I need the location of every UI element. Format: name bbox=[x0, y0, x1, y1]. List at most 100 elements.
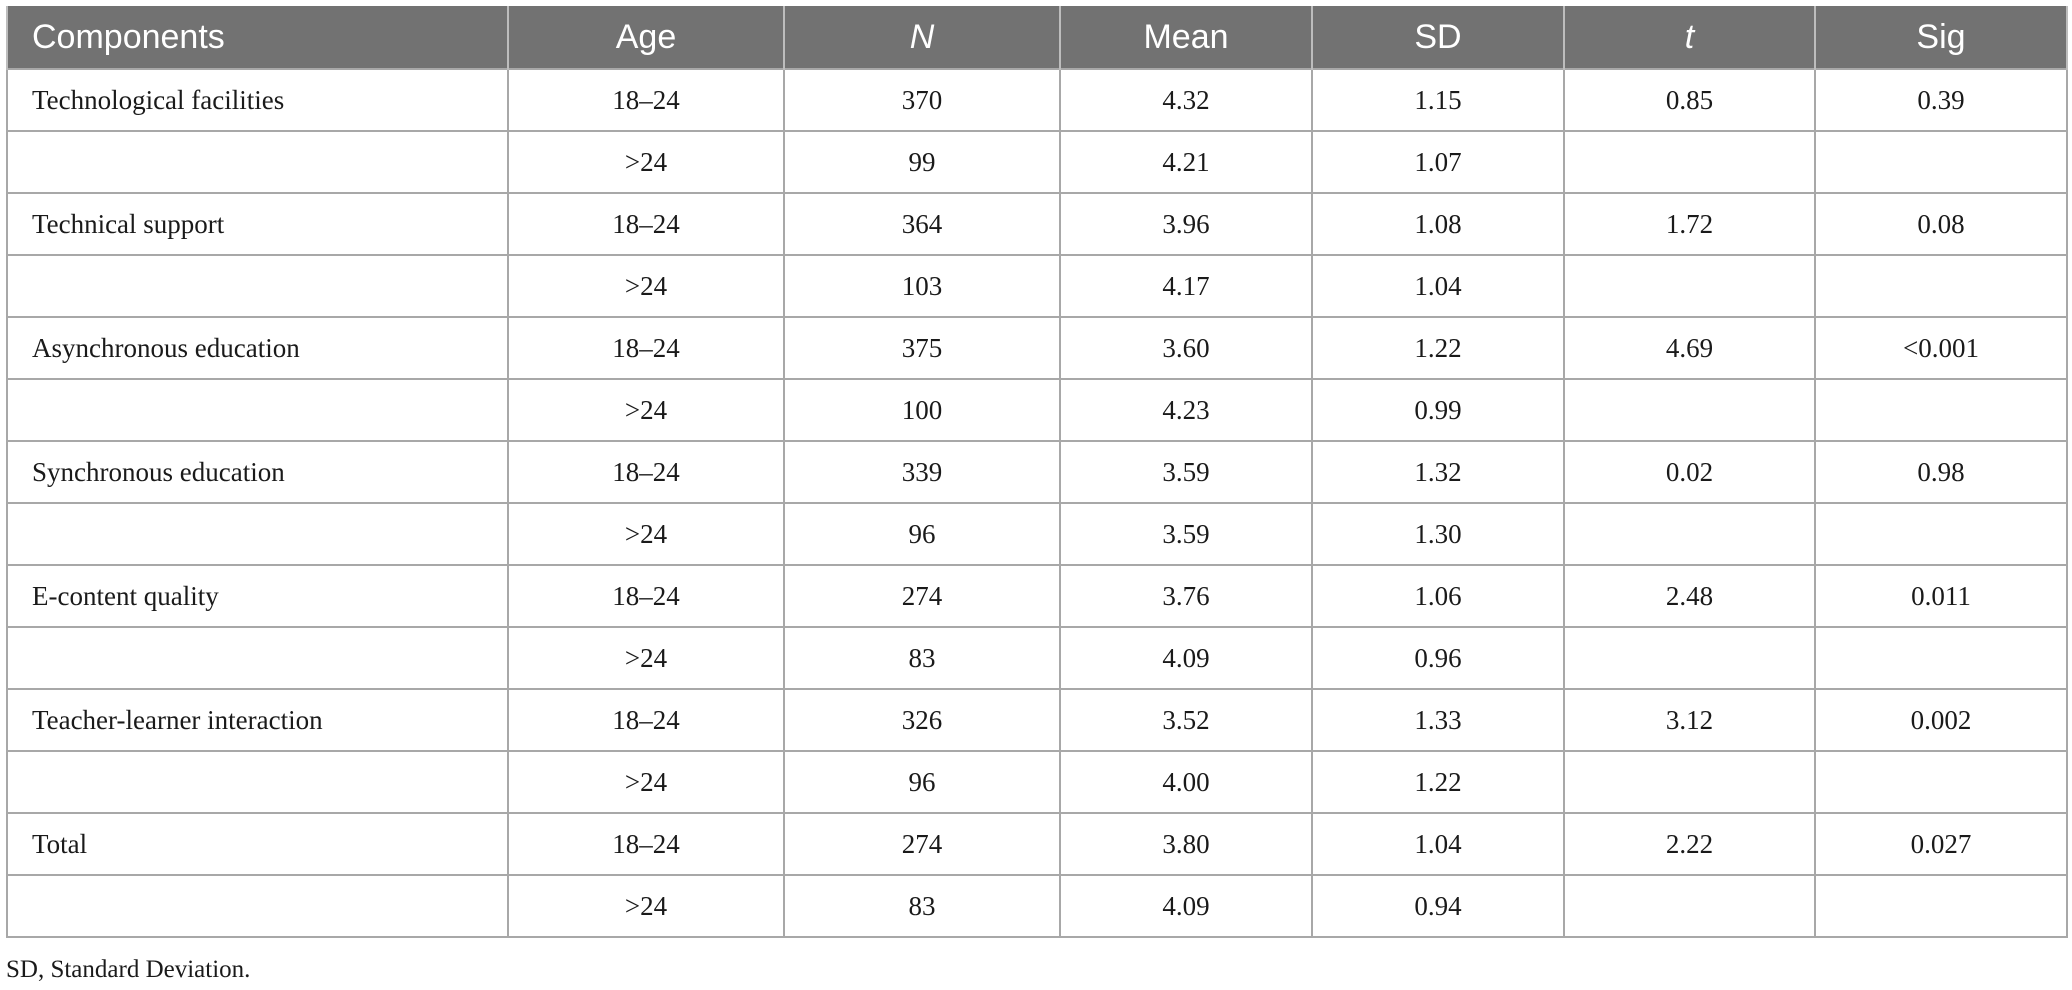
cell-sig: 0.39 bbox=[1814, 68, 2068, 132]
cell-n: 96 bbox=[783, 750, 1061, 814]
cell-sd: 1.06 bbox=[1311, 564, 1565, 628]
cell-t: 2.22 bbox=[1563, 812, 1816, 876]
header-sd: SD bbox=[1311, 6, 1565, 69]
cell-sd: 0.99 bbox=[1311, 378, 1565, 442]
table-row: Technical support 18–24 364 3.96 1.08 1.72 0.0… bbox=[6, 192, 2068, 256]
cell-sig: <0.001 bbox=[1814, 316, 2068, 380]
data-table: Components Age N Mean SD t Sig Technolog… bbox=[6, 6, 2068, 938]
cell-sig bbox=[1814, 130, 2068, 194]
cell-component: Synchronous education bbox=[6, 440, 509, 504]
cell-n: 83 bbox=[783, 874, 1061, 938]
cell-component bbox=[6, 378, 509, 442]
cell-mean: 4.09 bbox=[1059, 626, 1313, 690]
cell-sd: 1.33 bbox=[1311, 688, 1565, 752]
cell-sig bbox=[1814, 750, 2068, 814]
header-sig: Sig bbox=[1814, 6, 2068, 69]
cell-age: >24 bbox=[507, 626, 785, 690]
cell-sig bbox=[1814, 874, 2068, 938]
cell-sd: 1.04 bbox=[1311, 812, 1565, 876]
cell-component bbox=[6, 254, 509, 318]
table-row: >24 83 4.09 0.96 bbox=[6, 626, 2068, 690]
cell-age: >24 bbox=[507, 502, 785, 566]
cell-age: 18–24 bbox=[507, 440, 785, 504]
table-footnote: SD, Standard Deviation. bbox=[6, 956, 251, 983]
cell-mean: 3.59 bbox=[1059, 502, 1313, 566]
cell-mean: 3.59 bbox=[1059, 440, 1313, 504]
cell-age: 18–24 bbox=[507, 688, 785, 752]
cell-t: 1.72 bbox=[1563, 192, 1816, 256]
cell-sd: 0.96 bbox=[1311, 626, 1565, 690]
cell-sig: 0.011 bbox=[1814, 564, 2068, 628]
cell-sig bbox=[1814, 254, 2068, 318]
cell-age: >24 bbox=[507, 130, 785, 194]
cell-t bbox=[1563, 130, 1816, 194]
cell-age: >24 bbox=[507, 378, 785, 442]
cell-component: E-content quality bbox=[6, 564, 509, 628]
cell-age: 18–24 bbox=[507, 812, 785, 876]
cell-n: 339 bbox=[783, 440, 1061, 504]
cell-sd: 1.30 bbox=[1311, 502, 1565, 566]
cell-sig bbox=[1814, 378, 2068, 442]
table-row: Total 18–24 274 3.80 1.04 2.22 0.027 bbox=[6, 812, 2068, 876]
table-row: >24 83 4.09 0.94 bbox=[6, 874, 2068, 938]
cell-sig: 0.027 bbox=[1814, 812, 2068, 876]
table-row: Teacher-learner interaction 18–24 326 3.52 1… bbox=[6, 688, 2068, 752]
cell-component: Technological facilities bbox=[6, 68, 509, 132]
cell-mean: 4.09 bbox=[1059, 874, 1313, 938]
cell-component: Asynchronous education bbox=[6, 316, 509, 380]
cell-t bbox=[1563, 502, 1816, 566]
cell-t: 3.12 bbox=[1563, 688, 1816, 752]
cell-n: 274 bbox=[783, 812, 1061, 876]
cell-age: 18–24 bbox=[507, 316, 785, 380]
cell-n: 100 bbox=[783, 378, 1061, 442]
cell-mean: 4.00 bbox=[1059, 750, 1313, 814]
header-n: N bbox=[783, 6, 1061, 69]
cell-sd: 1.07 bbox=[1311, 130, 1565, 194]
table-row: Asynchronous education 18–24 375 3.60 1.22 4.… bbox=[6, 316, 2068, 380]
cell-n: 274 bbox=[783, 564, 1061, 628]
cell-mean: 4.21 bbox=[1059, 130, 1313, 194]
header-mean: Mean bbox=[1059, 6, 1313, 69]
cell-component bbox=[6, 502, 509, 566]
table-row: >24 99 4.21 1.07 bbox=[6, 130, 2068, 194]
cell-age: >24 bbox=[507, 254, 785, 318]
cell-age: 18–24 bbox=[507, 192, 785, 256]
cell-sig: 0.08 bbox=[1814, 192, 2068, 256]
cell-sd: 1.22 bbox=[1311, 750, 1565, 814]
cell-n: 370 bbox=[783, 68, 1061, 132]
cell-component bbox=[6, 874, 509, 938]
cell-n: 375 bbox=[783, 316, 1061, 380]
cell-mean: 3.52 bbox=[1059, 688, 1313, 752]
cell-sig bbox=[1814, 626, 2068, 690]
table-header-row: Components Age N Mean SD t Sig bbox=[6, 6, 2068, 69]
table-body: Technological facilities 18–24 370 4.32 1.15… bbox=[6, 68, 2068, 938]
cell-t: 0.02 bbox=[1563, 440, 1816, 504]
cell-mean: 4.17 bbox=[1059, 254, 1313, 318]
cell-component: Teacher-learner interaction bbox=[6, 688, 509, 752]
cell-mean: 3.96 bbox=[1059, 192, 1313, 256]
cell-n: 326 bbox=[783, 688, 1061, 752]
cell-n: 83 bbox=[783, 626, 1061, 690]
cell-mean: 4.23 bbox=[1059, 378, 1313, 442]
header-age: Age bbox=[507, 6, 785, 69]
cell-t bbox=[1563, 254, 1816, 318]
cell-component: Total bbox=[6, 812, 509, 876]
cell-sig: 0.98 bbox=[1814, 440, 2068, 504]
cell-sd: 1.32 bbox=[1311, 440, 1565, 504]
cell-t: 4.69 bbox=[1563, 316, 1816, 380]
cell-sd: 1.08 bbox=[1311, 192, 1565, 256]
cell-mean: 3.76 bbox=[1059, 564, 1313, 628]
cell-age: 18–24 bbox=[507, 68, 785, 132]
cell-mean: 3.80 bbox=[1059, 812, 1313, 876]
cell-sd: 1.22 bbox=[1311, 316, 1565, 380]
table-row: >24 103 4.17 1.04 bbox=[6, 254, 2068, 318]
cell-age: >24 bbox=[507, 750, 785, 814]
cell-t bbox=[1563, 378, 1816, 442]
cell-mean: 4.32 bbox=[1059, 68, 1313, 132]
header-t: t bbox=[1563, 6, 1816, 69]
cell-t: 0.85 bbox=[1563, 68, 1816, 132]
cell-sd: 1.15 bbox=[1311, 68, 1565, 132]
header-components: Components bbox=[6, 6, 509, 69]
cell-t: 2.48 bbox=[1563, 564, 1816, 628]
cell-mean: 3.60 bbox=[1059, 316, 1313, 380]
